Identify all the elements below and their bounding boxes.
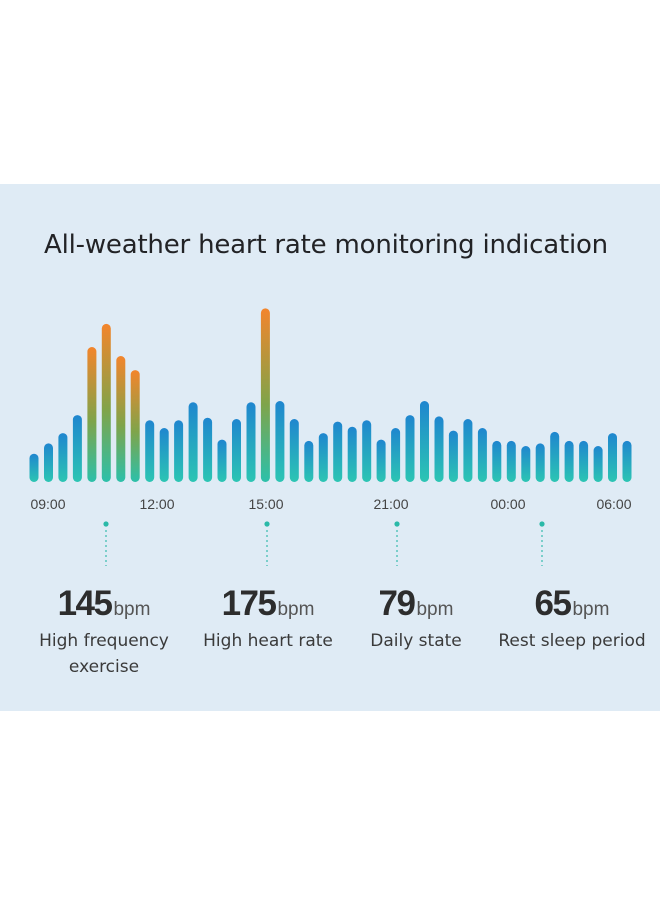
bar bbox=[492, 440, 502, 482]
bar bbox=[260, 308, 270, 482]
bar bbox=[391, 428, 401, 482]
bar bbox=[101, 323, 111, 482]
x-tick-label: 21:00 bbox=[373, 496, 408, 512]
stat-label: Rest sleep period bbox=[498, 631, 646, 651]
x-tick-label: 12:00 bbox=[139, 496, 174, 512]
chart-panel: All-weather heart rate monitoring indica… bbox=[0, 184, 660, 711]
bar bbox=[174, 420, 184, 482]
bar bbox=[203, 417, 213, 482]
bar bbox=[477, 428, 487, 482]
x-axis-ticks: 09:00 12:00 15:00 21:00 00:00 06:00 bbox=[30, 496, 631, 512]
bar bbox=[116, 356, 126, 482]
bar bbox=[58, 433, 68, 482]
bar-series bbox=[29, 308, 632, 482]
stat-unit: bpm bbox=[572, 599, 610, 620]
x-tick-label: 06:00 bbox=[596, 496, 631, 512]
heart-rate-chart: 09:00 12:00 15:00 21:00 00:00 06:00 bbox=[29, 308, 632, 566]
bar bbox=[72, 415, 82, 482]
marker-dot bbox=[394, 521, 400, 527]
stat-value: 175 bbox=[221, 584, 277, 623]
stat-label: Daily state bbox=[370, 631, 462, 651]
bar bbox=[232, 419, 241, 482]
x-tick-label: 09:00 bbox=[30, 496, 65, 512]
bar bbox=[275, 401, 285, 482]
bar bbox=[304, 440, 314, 482]
bar bbox=[448, 430, 458, 482]
bar bbox=[246, 402, 256, 482]
marker-dot bbox=[103, 521, 109, 527]
bar bbox=[130, 370, 140, 482]
stat-rest-sleep: 65 bpm Rest sleep period bbox=[484, 584, 660, 654]
marker-dot bbox=[264, 521, 270, 527]
chart-title: All-weather heart rate monitoring indica… bbox=[44, 230, 608, 260]
x-tick-label: 00:00 bbox=[490, 496, 525, 512]
bar bbox=[318, 433, 328, 482]
marker-dot bbox=[539, 521, 545, 527]
bar bbox=[362, 420, 372, 482]
bar bbox=[159, 428, 169, 482]
bar bbox=[29, 453, 39, 482]
bar bbox=[347, 426, 357, 482]
stat-value: 79 bbox=[378, 584, 416, 623]
stat-high-heart-rate: 175 bpm High heart rate bbox=[188, 584, 348, 654]
bar bbox=[434, 416, 444, 482]
highlight-markers bbox=[103, 521, 545, 566]
bar bbox=[579, 440, 589, 482]
bar bbox=[145, 420, 155, 482]
bar bbox=[535, 443, 545, 482]
stat-unit: bpm bbox=[277, 599, 315, 620]
stat-value: 65 bbox=[534, 584, 572, 623]
bar bbox=[217, 439, 227, 482]
bar bbox=[622, 440, 632, 482]
stat-unit: bpm bbox=[416, 599, 454, 620]
bar bbox=[608, 433, 617, 482]
bar bbox=[289, 419, 299, 482]
stat-exercise: 145 bpm High frequency exercise bbox=[14, 584, 194, 680]
bar bbox=[463, 419, 473, 482]
bar bbox=[564, 440, 574, 482]
bar bbox=[506, 440, 516, 482]
bar bbox=[521, 446, 531, 482]
bar bbox=[333, 421, 343, 482]
stat-daily-state: 79 bpm Daily state bbox=[350, 584, 482, 654]
x-tick-label: 15:00 bbox=[248, 496, 283, 512]
stat-label: High heart rate bbox=[203, 631, 333, 651]
bar bbox=[420, 401, 429, 482]
bar bbox=[188, 402, 198, 482]
bar bbox=[550, 431, 560, 482]
stat-unit: bpm bbox=[113, 599, 151, 620]
bar bbox=[593, 446, 603, 482]
bar bbox=[376, 439, 386, 482]
bar bbox=[87, 347, 97, 482]
stat-label: High frequency exercise bbox=[39, 631, 169, 677]
stat-value: 145 bbox=[57, 584, 113, 623]
bar bbox=[405, 415, 415, 482]
bar bbox=[44, 443, 53, 482]
